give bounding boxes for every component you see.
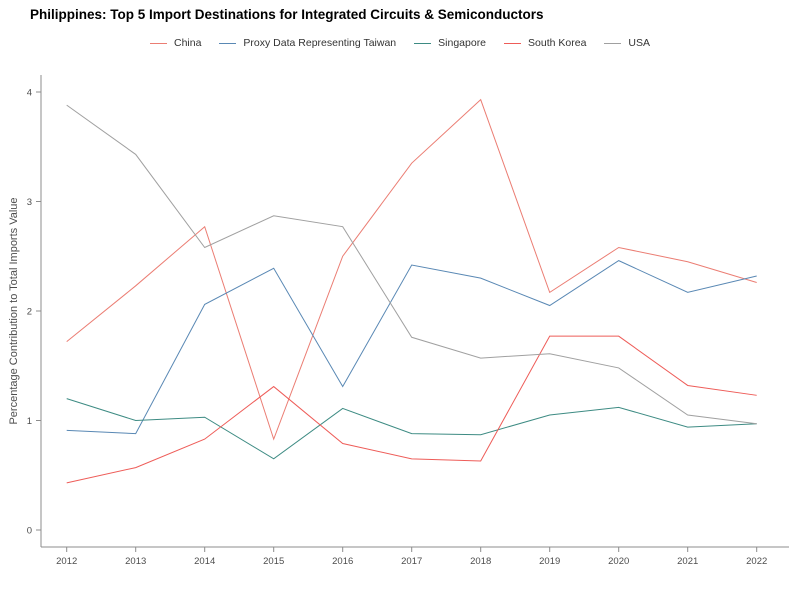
legend-item-south-korea: South Korea [504, 37, 586, 49]
x-tick-label: 2022 [746, 556, 767, 567]
y-tick-label: 2 [27, 307, 32, 318]
legend-item-singapore: Singapore [414, 37, 486, 49]
x-tick-label: 2014 [194, 556, 215, 567]
series-line-china [66, 98, 757, 441]
legend-label: USA [628, 37, 651, 49]
y-tick-label: 3 [27, 197, 32, 208]
data-series-lines [66, 98, 757, 484]
y-axis-ticks: 0 1 2 3 4 [27, 88, 41, 537]
x-tick-label: 2013 [125, 556, 146, 567]
x-tick-label: 2020 [608, 556, 629, 567]
x-tick-label: 2017 [401, 556, 422, 567]
series-line-singapore [66, 398, 757, 460]
series-line-proxy-data-representing-taiwan [66, 260, 757, 435]
legend-item-china: China [149, 37, 202, 49]
series-line-usa [66, 104, 757, 425]
y-tick-label: 0 [27, 526, 32, 537]
legend-item-usa: USA [604, 37, 650, 49]
y-tick-label: 1 [27, 416, 32, 427]
x-tick-label: 2018 [470, 556, 491, 567]
legend-line-swatch [149, 42, 167, 44]
chart-legend: China Proxy Data Representing Taiwan Singa… [0, 37, 800, 49]
chart-title: Philippines: Top 5 Import Destinations f… [30, 7, 544, 22]
legend-label: China [173, 37, 202, 49]
x-tick-label: 2016 [332, 556, 353, 567]
legend-label: South Korea [528, 37, 587, 49]
x-tick-label: 2015 [263, 556, 284, 567]
legend-line-swatch [414, 42, 432, 44]
x-tick-label: 2019 [539, 556, 560, 567]
legend-label: Singapore [438, 37, 487, 49]
y-tick-label: 4 [27, 88, 32, 99]
legend-line-swatch [219, 42, 237, 44]
x-axis-ticks: 2012 2013 2014 2015 2016 2017 2018 2019 2020 2021… [56, 547, 767, 567]
x-tick-label: 2021 [677, 556, 698, 567]
x-tick-label: 2012 [56, 556, 77, 567]
series-line-south-korea [66, 335, 757, 484]
legend-line-swatch [504, 42, 522, 44]
legend-label: Proxy Data Representing Taiwan [243, 37, 397, 49]
legend-item-proxy-data-representing-taiwan: Proxy Data Representing Taiwan [219, 37, 396, 49]
legend-line-swatch [604, 42, 622, 44]
